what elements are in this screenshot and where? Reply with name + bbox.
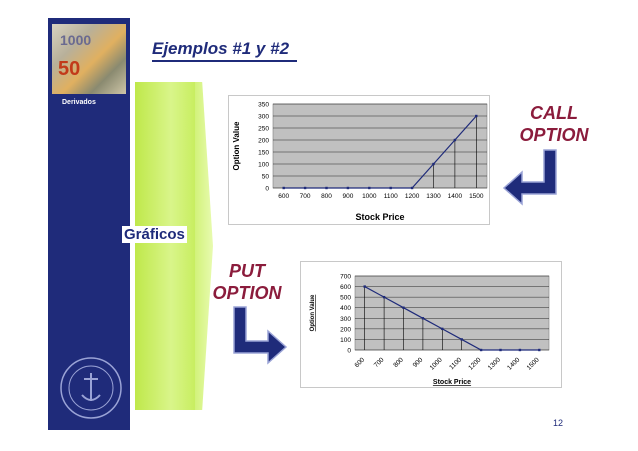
x-tick-label: 1200 xyxy=(467,356,482,371)
data-point xyxy=(460,338,463,341)
y-tick-label: 0 xyxy=(265,186,269,193)
university-seal-icon xyxy=(60,357,122,419)
slide-title: Ejemplos #1 y #2 xyxy=(152,39,290,58)
data-point xyxy=(303,186,307,190)
data-point xyxy=(368,186,371,190)
call-label-line1: CALL xyxy=(530,103,578,123)
y-tick-label: 100 xyxy=(340,337,351,344)
section-label: Gráficos xyxy=(122,226,187,243)
x-tick-label: 1000 xyxy=(429,356,444,371)
title-underline xyxy=(152,60,297,62)
y-tick-label: 350 xyxy=(258,102,269,109)
data-point xyxy=(382,295,386,299)
y-axis-label: Option Value xyxy=(310,294,316,331)
call-label-line2: OPTION xyxy=(519,125,589,145)
put-chart-box: 0 100 200 300 400 500 600 700 600 700 800 900 1000 11… xyxy=(300,261,562,388)
photo-text-1000: 1000 xyxy=(60,32,92,48)
green-band xyxy=(135,82,195,410)
plot-area xyxy=(354,275,550,351)
call-bent-arrow-icon xyxy=(502,149,557,206)
x-tick-label: 700 xyxy=(373,356,386,369)
x-tick-label: 1100 xyxy=(384,193,398,200)
y-tick-label: 500 xyxy=(340,295,351,302)
data-point xyxy=(538,348,541,352)
data-point xyxy=(282,186,285,190)
y-tick-label: 250 xyxy=(258,126,269,133)
y-tick-label: 50 xyxy=(262,174,270,181)
x-tick-label: 1300 xyxy=(487,356,502,371)
data-point xyxy=(499,348,502,352)
series-line xyxy=(364,286,540,351)
x-tick-label: 1000 xyxy=(362,193,377,200)
data-point xyxy=(363,285,366,288)
x-tick-label: 1400 xyxy=(506,356,521,371)
put-label-line1: PUT xyxy=(229,261,265,281)
put-option-chart: 0 100 200 300 400 500 600 700 600 700 800 900 1000 11… xyxy=(310,274,550,386)
x-tick-label: 900 xyxy=(342,193,353,200)
x-tick-label: 1500 xyxy=(469,193,484,200)
data-point xyxy=(518,348,522,352)
y-tick-label: 300 xyxy=(258,114,269,121)
data-point xyxy=(453,138,457,142)
x-tick-label: 1300 xyxy=(426,193,441,200)
call-chart-box: 0 50 100 150 200 250 300 350 600 700 800 900 1000 110… xyxy=(228,95,490,225)
put-option-label: PUT OPTION xyxy=(206,260,288,304)
data-point xyxy=(432,162,435,166)
photo-text-50: 50 xyxy=(58,58,81,80)
x-tick-label: 800 xyxy=(321,193,332,200)
x-tick-label: 800 xyxy=(392,356,405,369)
y-tick-label: 0 xyxy=(347,348,351,355)
x-tick-label: 1100 xyxy=(448,356,463,371)
call-option-chart: 0 50 100 150 200 250 300 350 600 700 800 900 1000 110… xyxy=(232,102,488,222)
data-point xyxy=(475,114,478,118)
y-tick-label: 700 xyxy=(340,274,351,281)
put-bent-arrow-icon xyxy=(233,306,288,365)
y-tick-label: 150 xyxy=(258,150,269,157)
green-arrow-shape xyxy=(195,82,213,410)
data-point xyxy=(410,186,414,190)
data-point xyxy=(325,186,328,190)
y-tick-label: 400 xyxy=(340,305,351,312)
x-axis-label: Stock Price xyxy=(433,379,471,386)
x-tick-label: 900 xyxy=(412,356,425,369)
y-tick-label: 100 xyxy=(258,162,269,169)
x-tick-label: 600 xyxy=(353,356,366,369)
x-axis-label: Stock Price xyxy=(355,212,404,222)
sidebar-label: Derivados xyxy=(62,99,96,106)
data-point xyxy=(389,186,392,190)
x-tick-label: 1400 xyxy=(448,193,463,200)
x-tick-label: 1500 xyxy=(526,356,541,371)
plot-area xyxy=(272,103,488,189)
put-label-line2: OPTION xyxy=(212,283,282,303)
y-tick-label: 200 xyxy=(258,138,269,145)
data-point xyxy=(479,348,483,352)
y-tick-label: 300 xyxy=(340,316,351,323)
page-number: 12 xyxy=(553,418,564,428)
x-tick-label: 600 xyxy=(278,193,289,200)
x-tick-label: 1200 xyxy=(405,193,420,200)
y-tick-label: 200 xyxy=(340,326,351,333)
y-axis-label: Option Value xyxy=(232,121,241,170)
data-point xyxy=(441,327,444,331)
data-point xyxy=(346,186,350,190)
y-tick-label: 600 xyxy=(340,284,351,291)
series-line xyxy=(283,115,477,189)
data-point xyxy=(402,306,405,309)
banknotes-photo: 1000 50 xyxy=(52,24,126,94)
call-option-label: CALL OPTION xyxy=(514,102,594,146)
data-point xyxy=(421,317,425,320)
x-tick-label: 700 xyxy=(300,193,311,200)
